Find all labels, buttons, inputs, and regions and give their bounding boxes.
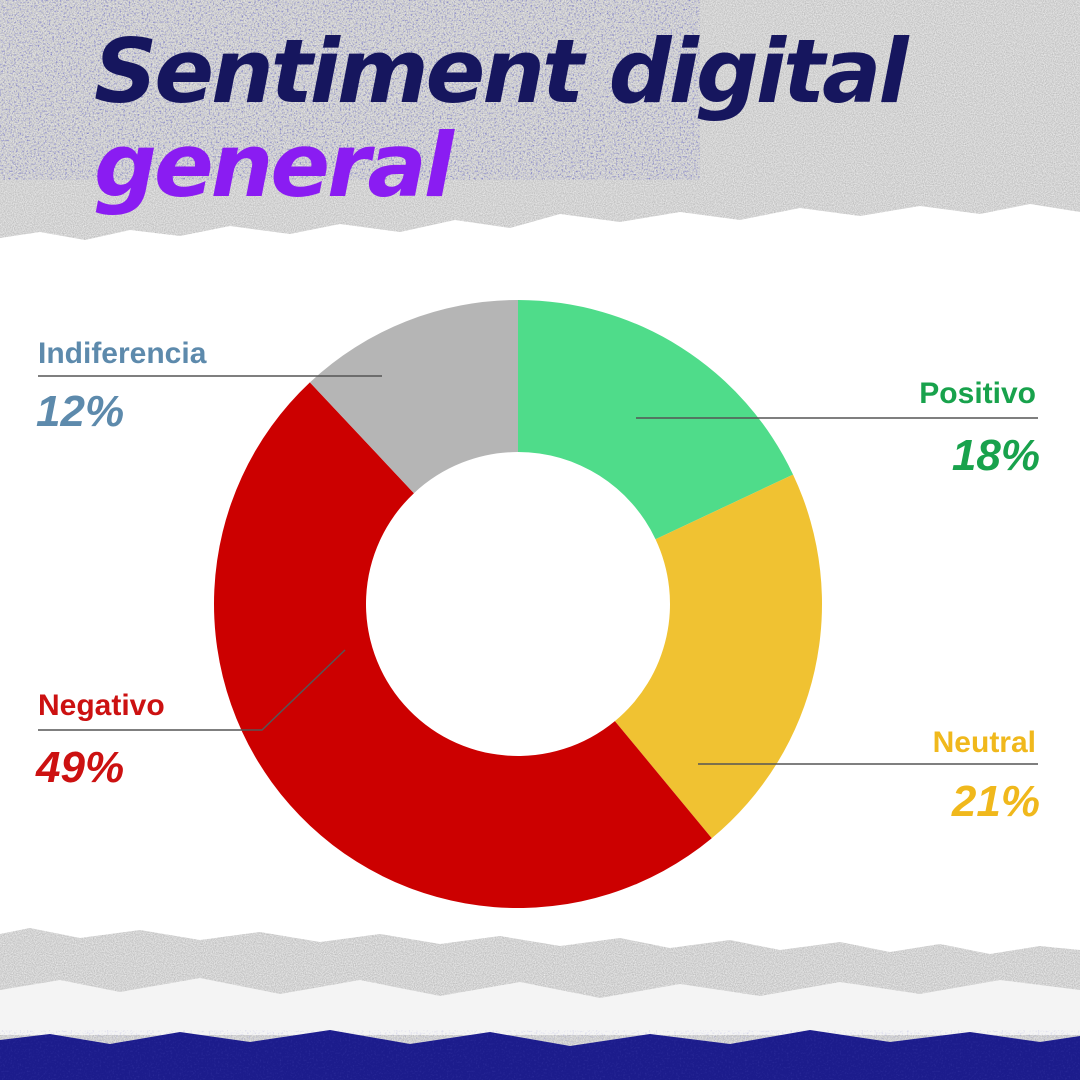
slice-negativo: [213, 382, 712, 909]
slice-indiferencia: [309, 300, 518, 494]
value-negativo: 49%: [35, 743, 124, 792]
label-neutral: Neutral: [933, 726, 1036, 759]
label-negativo: Negativo: [38, 689, 165, 722]
torn-paper-bottom: [0, 978, 1080, 1035]
band-speckle: [0, 1030, 1080, 1080]
label-indiferencia: Indiferencia: [38, 337, 207, 370]
title-line-2: general: [94, 114, 454, 217]
slice-positivo: [518, 300, 794, 540]
leader-line-negativo: [38, 649, 346, 731]
label-positivo: Positivo: [919, 377, 1036, 410]
title-line-1: Sentiment digital: [94, 20, 909, 123]
value-indiferencia: 12%: [36, 387, 124, 436]
value-positivo: 18%: [952, 431, 1040, 480]
value-neutral: 21%: [951, 777, 1040, 826]
blue-speckle-top: [0, 0, 700, 180]
slice-neutral: [614, 474, 822, 839]
